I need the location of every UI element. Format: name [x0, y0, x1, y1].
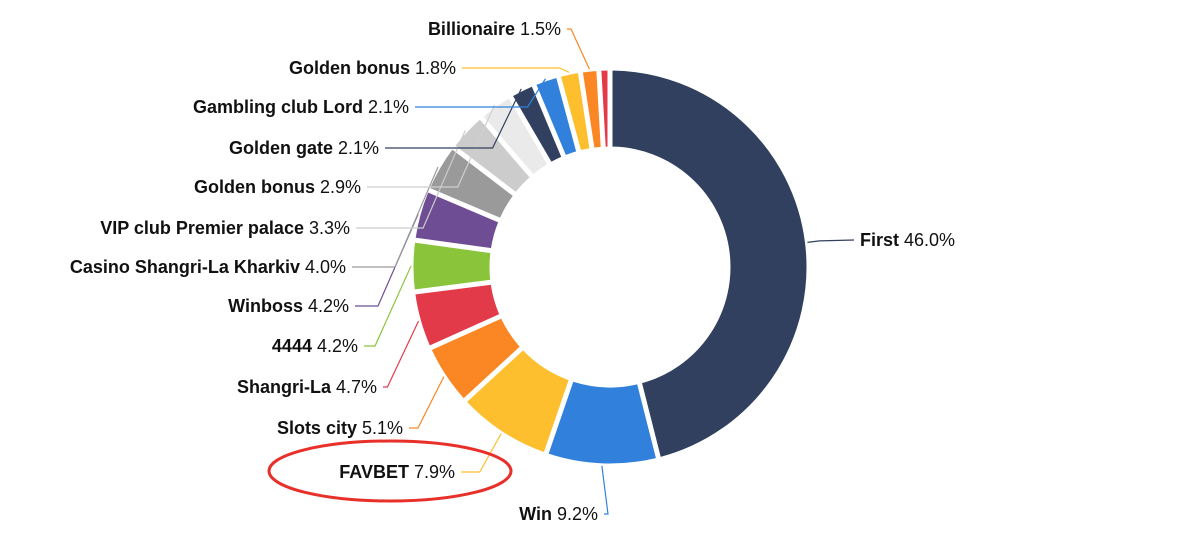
leader-line-shangri-la-4 — [383, 320, 420, 388]
label-value: 2.1% — [338, 138, 379, 158]
data-label-casino-shangri-la-kharkiv-7: Casino Shangri-La Kharkiv 4.0% — [70, 257, 346, 277]
slices-layer — [412, 69, 808, 465]
leader-line-golden-bonus-9 — [367, 104, 496, 188]
leader-line-golden-bonus-12 — [462, 67, 570, 73]
slice-casino-shangri-la-kharkiv-7 — [428, 148, 514, 219]
slice-4444-5 — [412, 241, 492, 291]
leader-line-billionaire-13 — [567, 28, 590, 70]
leader-lines-layer — [352, 28, 855, 515]
slice-slots-city-3 — [430, 317, 521, 400]
label-value: 1.5% — [520, 19, 561, 39]
label-value: 4.2% — [308, 296, 349, 316]
label-value: 3.3% — [309, 218, 350, 238]
label-name: Slots city — [277, 418, 362, 438]
slice-unlabeled-14 — [600, 69, 609, 148]
label-value: 4.0% — [305, 257, 346, 277]
label-value: 7.9% — [414, 462, 455, 482]
slice-win-1 — [547, 380, 657, 465]
label-name: VIP club Premier palace — [100, 218, 309, 238]
label-name: Casino Shangri-La Kharkiv — [70, 257, 305, 277]
slice-golden-bonus-9 — [482, 97, 549, 176]
data-label-golden-bonus-12: Golden bonus 1.8% — [289, 58, 456, 78]
label-name: Win — [519, 504, 557, 524]
data-label-slots-city-3: Slots city 5.1% — [277, 418, 403, 438]
slice-billionaire-13 — [581, 69, 602, 149]
data-label-gambling-club-lord-11: Gambling club Lord 2.1% — [193, 97, 409, 117]
label-name: Billionaire — [428, 19, 520, 39]
highlight-ellipse — [267, 439, 513, 503]
leader-line-vip-club-premier-palace-8 — [356, 130, 466, 229]
label-name: First — [860, 230, 904, 250]
data-label-winboss-6: Winboss 4.2% — [228, 296, 349, 316]
leader-line-4444-5 — [364, 265, 412, 347]
data-label-billionaire-13: Billionaire 1.5% — [428, 19, 561, 39]
labels-layer: First 46.0% Win 9.2% FAVBET 7.9% Slots city… — [70, 19, 955, 524]
leader-line-golden-gate-10 — [385, 88, 522, 149]
label-value: 4.7% — [336, 377, 377, 397]
label-value: 2.9% — [320, 177, 361, 197]
slice-gambling-club-lord-11 — [535, 76, 578, 157]
slice-favbet-2 — [465, 349, 570, 454]
label-name: Winboss — [228, 296, 308, 316]
data-label-vip-club-premier-palace-8: VIP club Premier palace 3.3% — [100, 218, 350, 238]
label-value: 4.2% — [317, 336, 358, 356]
slice-shangri-la-4 — [414, 283, 501, 347]
label-name: Golden bonus — [194, 177, 320, 197]
slice-golden-gate-10 — [511, 85, 563, 163]
slice-winboss-6 — [414, 191, 500, 250]
leader-line-win-1 — [601, 465, 609, 515]
label-name: Gambling club Lord — [193, 97, 368, 117]
data-label-first-0: First 46.0% — [860, 230, 955, 250]
label-name: Shangri-La — [237, 377, 336, 397]
data-label-golden-bonus-9: Golden bonus 2.9% — [194, 177, 361, 197]
label-value: 2.1% — [368, 97, 409, 117]
highlight-layer — [267, 439, 513, 503]
label-name: FAVBET — [339, 462, 414, 482]
data-label-golden-gate-10: Golden gate 2.1% — [229, 138, 379, 158]
leader-line-casino-shangri-la-kharkiv-7 — [352, 166, 439, 268]
label-value: 5.1% — [362, 418, 403, 438]
label-value: 1.8% — [415, 58, 456, 78]
data-label-win-1: Win 9.2% — [519, 504, 598, 524]
label-value: 46.0% — [904, 230, 955, 250]
leader-line-gambling-club-lord-11 — [415, 78, 546, 108]
label-name: Golden bonus — [289, 58, 415, 78]
label-name: 4444 — [272, 336, 317, 356]
label-value: 9.2% — [557, 504, 598, 524]
slice-golden-bonus-12 — [559, 72, 591, 152]
data-label-shangri-la-4: Shangri-La 4.7% — [237, 377, 377, 397]
leader-line-slots-city-3 — [409, 376, 445, 429]
label-name: Golden gate — [229, 138, 338, 158]
leader-line-first-0 — [807, 239, 855, 243]
leader-line-favbet-2 — [461, 433, 502, 473]
slice-first-0 — [611, 69, 808, 458]
data-label-4444-5: 4444 4.2% — [272, 336, 358, 356]
data-label-favbet-2: FAVBET 7.9% — [339, 462, 455, 482]
